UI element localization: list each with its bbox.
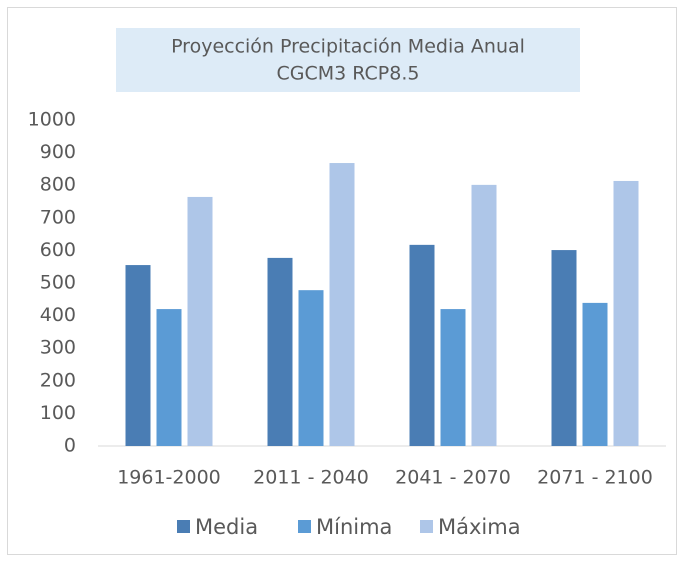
bar	[551, 250, 577, 446]
legend-label: Media	[195, 515, 258, 539]
bar	[440, 309, 466, 446]
chart-subtitle: CGCM3 RCP8.5	[277, 63, 420, 85]
y-tick-label: 0	[64, 435, 76, 457]
bar	[329, 163, 355, 447]
x-tick-label: 2071 - 2100	[537, 467, 653, 489]
y-tick-label: 600	[40, 239, 76, 261]
y-tick-label: 500	[40, 272, 76, 294]
bar	[125, 265, 151, 446]
bar	[409, 244, 435, 446]
legend-label: Mínima	[316, 515, 392, 539]
x-tick-label: 2041 - 2070	[395, 467, 511, 489]
bar	[156, 309, 182, 446]
bar	[298, 290, 324, 446]
bar	[582, 302, 608, 446]
bar	[267, 257, 293, 446]
legend-swatch	[177, 520, 190, 533]
bar	[471, 184, 497, 446]
chart-title: Proyección Precipitación Media Anual	[171, 36, 525, 58]
legend-swatch	[298, 520, 311, 533]
bar	[187, 196, 213, 446]
y-tick-label: 200	[40, 369, 76, 391]
y-tick-label: 800	[40, 174, 76, 196]
y-tick-label: 100	[40, 402, 76, 424]
y-tick-label: 900	[40, 141, 76, 163]
y-tick-label: 400	[40, 304, 76, 326]
legend-label: Máxima	[438, 515, 521, 539]
legend-swatch	[420, 520, 433, 533]
x-tick-label: 2011 - 2040	[253, 467, 369, 489]
y-tick-label: 700	[40, 206, 76, 228]
x-tick-label: 1961-2000	[117, 467, 221, 489]
y-tick-label: 1000	[28, 109, 76, 131]
title-box	[116, 28, 580, 92]
y-tick-label: 300	[40, 337, 76, 359]
bar	[613, 180, 639, 446]
